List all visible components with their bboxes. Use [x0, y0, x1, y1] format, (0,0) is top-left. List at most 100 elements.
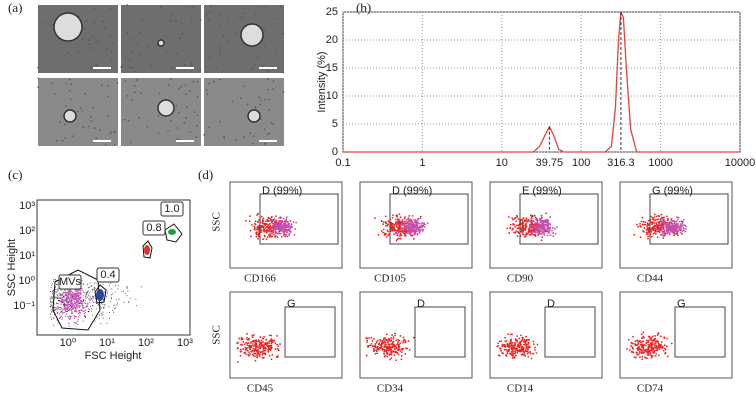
texture	[223, 137, 226, 139]
x-tick-label: 1	[419, 157, 425, 169]
event-dot	[62, 292, 65, 295]
event-dot	[62, 300, 64, 303]
event-dot	[512, 345, 515, 348]
event-dot	[406, 232, 409, 234]
event-dot	[390, 339, 393, 342]
event-dot	[660, 343, 662, 346]
texture	[131, 66, 133, 69]
event-dot	[659, 218, 662, 221]
event-dot	[86, 291, 88, 293]
event-dot	[78, 298, 80, 301]
event-dot	[65, 293, 67, 295]
event-dot	[74, 316, 76, 318]
event-dot	[70, 292, 72, 294]
event-dot	[533, 214, 536, 217]
event-dot	[94, 287, 96, 289]
event-dot	[258, 340, 260, 343]
texture	[215, 67, 217, 69]
event-dot	[73, 294, 75, 297]
event-dot	[540, 239, 543, 242]
event-dot	[88, 310, 90, 312]
event-dot	[81, 309, 83, 312]
event-dot	[637, 353, 640, 356]
event-dot	[57, 307, 60, 310]
event-dot	[289, 220, 292, 222]
event-dot	[60, 299, 63, 301]
y-axis-label: Intensity (%)	[316, 51, 328, 112]
event-dot	[74, 307, 77, 310]
event-dot	[639, 222, 641, 225]
event-dot	[295, 221, 298, 224]
event-dot	[406, 222, 409, 225]
event-dot	[76, 304, 78, 306]
event-dot	[66, 297, 68, 299]
event-dot	[268, 220, 271, 222]
event-dot	[657, 354, 660, 357]
event-dot	[631, 346, 634, 349]
event-dot	[665, 226, 668, 229]
event-dot	[412, 238, 415, 240]
event-dot	[50, 318, 52, 320]
event-dot	[501, 345, 504, 348]
event-dot	[516, 335, 519, 338]
texture	[253, 135, 255, 137]
event-dot	[51, 302, 53, 304]
event-dot	[660, 229, 663, 232]
event-dot	[396, 214, 398, 216]
event-dot	[49, 313, 51, 315]
event-dot	[63, 291, 65, 294]
texture	[93, 7, 95, 10]
event-dot	[421, 228, 423, 231]
event-dot	[108, 311, 110, 313]
event-dot	[67, 309, 69, 311]
event-dot	[242, 341, 245, 343]
event-dot	[78, 295, 80, 297]
event-dot	[110, 282, 112, 284]
event-dot	[545, 221, 548, 224]
scale-bar	[93, 140, 111, 142]
event-dot	[408, 230, 410, 232]
event-dot	[529, 214, 532, 217]
event-dot	[516, 349, 519, 351]
event-dot	[652, 339, 655, 341]
event-dot	[70, 296, 73, 298]
event-dot	[633, 356, 636, 359]
event-dot	[289, 225, 292, 228]
event-dot	[76, 292, 78, 294]
event-dot	[524, 355, 527, 357]
event-dot	[374, 343, 377, 345]
event-dot	[69, 297, 71, 300]
event-dot	[664, 351, 667, 354]
event-dot	[523, 224, 525, 227]
event-dot	[272, 231, 275, 233]
marker-label: CD34	[377, 383, 404, 395]
event-dot	[77, 310, 79, 312]
gate	[164, 223, 183, 243]
texture	[124, 56, 126, 59]
event-dot	[498, 340, 501, 343]
event-dot	[57, 296, 59, 298]
event-dot	[77, 301, 79, 303]
event-dot	[370, 342, 373, 345]
texture	[167, 130, 169, 132]
event-dot	[660, 341, 663, 343]
event-dot	[64, 298, 66, 301]
event-dot	[643, 227, 646, 229]
event-dot	[551, 226, 554, 229]
texture	[190, 20, 193, 22]
event-dot	[81, 306, 83, 308]
event-dot	[236, 347, 239, 350]
event-dot	[420, 224, 423, 227]
event-dot	[69, 303, 71, 306]
y-tick-label: 0	[332, 146, 338, 158]
event-dot	[508, 349, 510, 352]
texture	[67, 52, 69, 54]
vesicle	[157, 99, 175, 117]
event-dot	[641, 355, 644, 358]
event-dot	[79, 296, 82, 298]
event-dot	[261, 222, 264, 225]
texture	[181, 32, 183, 35]
texture	[170, 14, 173, 16]
texture	[270, 121, 273, 124]
